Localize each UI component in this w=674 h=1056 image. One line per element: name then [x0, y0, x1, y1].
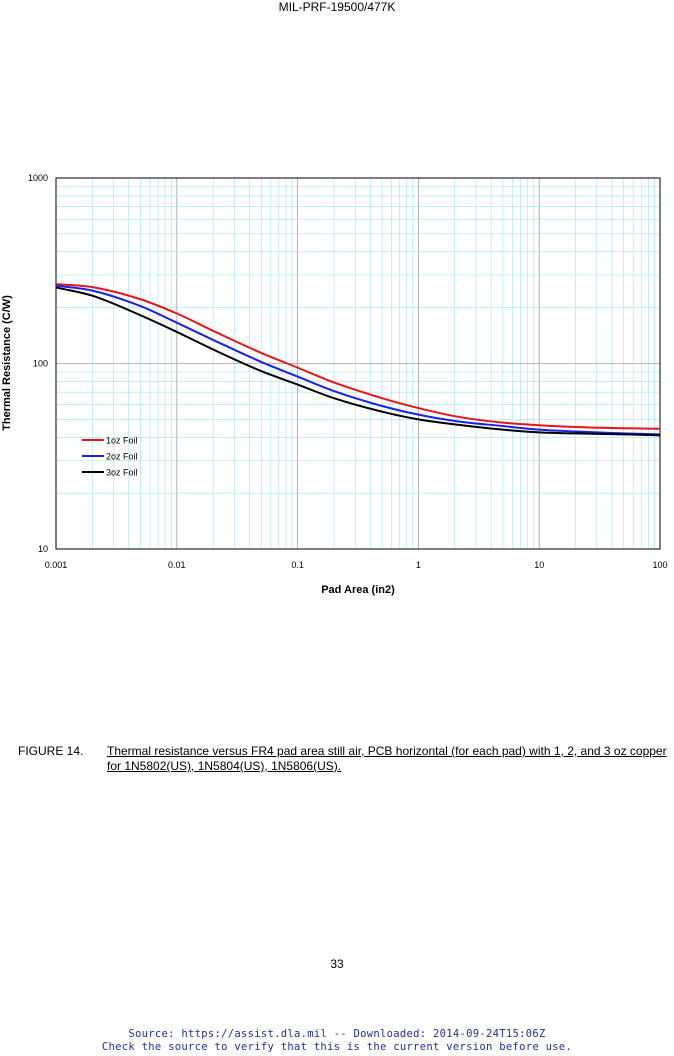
plot-border [55, 177, 661, 550]
chart-legend: 1oz Foil 2oz Foil 3oz Foil [82, 436, 138, 478]
y-tick-label: 1000 [28, 173, 48, 183]
legend-label: 3oz Foil [106, 468, 138, 478]
y-tick-label: 100 [33, 359, 48, 369]
thermal-resistance-chart: 0.001 0.01 0.1 1 10 100 10 100 1000 Pad Area (in… [1, 173, 668, 596]
document-header: MIL-PRF-19500/477K [278, 0, 396, 14]
y-tick-label: 10 [38, 544, 48, 554]
x-tick-label: 100 [652, 560, 667, 570]
figure-label: FIGURE 14. [18, 744, 84, 758]
footer-check-line: Check the source to verify that this is … [101, 1041, 573, 1053]
series-lines [55, 283, 661, 437]
series-line-1 [55, 283, 661, 430]
caption-text: Thermal resistance versus FR4 pad area s… [107, 744, 674, 774]
series-line-3 [55, 286, 661, 437]
x-tick-label: 10 [534, 560, 544, 570]
x-tick-label: 0.001 [45, 560, 68, 570]
download-footer: Source: https://assist.dla.mil -- Downlo… [0, 1028, 674, 1054]
legend-label: 1oz Foil [106, 436, 138, 446]
grid-lines [55, 177, 661, 550]
x-axis-label: Pad Area (in2) [321, 584, 395, 596]
series-line-2 [55, 284, 661, 436]
footer-source-line: Source: https://assist.dla.mil -- Downlo… [128, 1028, 546, 1040]
x-tick-label: 1 [416, 560, 421, 570]
y-axis-label: Thermal Resistance (C/W) [1, 295, 13, 431]
caption-period: . [337, 759, 342, 773]
x-tick-label: 0.01 [168, 560, 186, 570]
x-tick-label: 0.1 [291, 560, 304, 570]
tick-labels: 0.001 0.01 0.1 1 10 100 10 100 1000 [28, 173, 668, 570]
legend-label: 2oz Foil [106, 452, 138, 462]
page-number: 33 [330, 957, 344, 971]
caption-body: Thermal resistance versus FR4 pad area s… [107, 744, 667, 773]
